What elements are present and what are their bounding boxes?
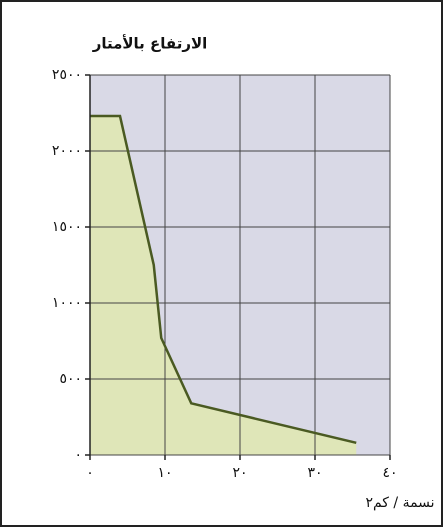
line xyxy=(90,114,357,445)
x-tick-label: ٤٠ xyxy=(382,465,397,481)
y-tick-label: ٢٥٠٠ xyxy=(52,67,82,83)
x-tick-label: ٠ xyxy=(86,465,94,481)
y-tick-label: ١٥٠٠ xyxy=(52,219,82,235)
x-tick-label: ٢٠ xyxy=(232,465,247,481)
x-axis-label: نسمة / كم٢ xyxy=(365,495,434,511)
x-tick-label: ٣٠ xyxy=(307,465,322,481)
y-tick-label: ١٠٠٠ xyxy=(52,295,82,311)
y-tick-label: ٢٠٠٠ xyxy=(52,143,82,159)
y-tick-label: ٠ xyxy=(74,447,82,463)
x-tick-label: ١٠ xyxy=(157,465,172,481)
y-tick-label: ٥٠٠ xyxy=(59,371,82,387)
chart-title: الارتفاع بالأمتار xyxy=(92,35,208,53)
area xyxy=(90,116,357,455)
